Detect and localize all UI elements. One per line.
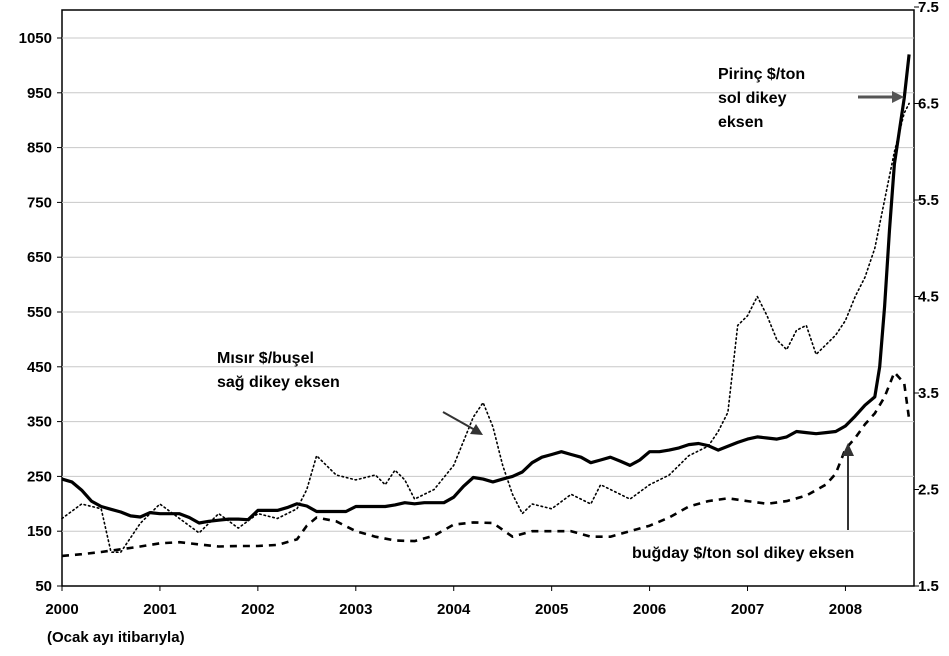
left-tick-label: 650	[27, 249, 52, 266]
x-tick-label: 2003	[339, 601, 372, 618]
right-tick-label: 4.5	[918, 289, 939, 306]
corn-label-line-1: Mısır $/buşel	[217, 350, 314, 367]
x-tick-label: 2004	[437, 601, 471, 618]
x-tick-label: 2002	[241, 601, 274, 618]
left-tick-label: 350	[27, 414, 52, 431]
x-axis-note: (Ocak ayı itibarıyla)	[47, 629, 185, 646]
wheat-arrow	[842, 443, 854, 530]
left-tick-label: 850	[27, 140, 52, 157]
wheat-label-background	[628, 538, 910, 568]
rice-label-line-2: sol dikey	[718, 90, 787, 107]
left-y-axis-ticks: 50 150 250 350 450 550 650 750 850 950 1050	[19, 30, 62, 595]
x-tick-label: 2007	[731, 601, 764, 618]
wheat-label: buğday $/ton sol dikey eksen	[632, 545, 854, 562]
left-tick-label: 750	[27, 194, 52, 211]
left-tick-label: 50	[35, 578, 52, 595]
wheat-series-line	[61, 370, 911, 558]
right-tick-label: 5.5	[918, 192, 939, 209]
x-axis-ticks: 2000 2001 2002 2003 2004 2005 2006 2007 2008	[45, 586, 862, 618]
gridlines	[62, 37, 914, 532]
rice-arrow	[858, 91, 904, 103]
left-tick-label: 150	[27, 523, 52, 540]
right-tick-label: 2.5	[918, 482, 939, 499]
plot-area	[61, 9, 915, 587]
right-tick-label: 3.5	[918, 385, 939, 402]
corn-label-line-2: sağ dikey eksen	[217, 374, 340, 391]
right-tick-label: 7.5	[918, 0, 939, 16]
wheat-annotation: buğday $/ton sol dikey eksen	[628, 443, 910, 568]
rice-annotation: Pirinç $/ton sol dikey eksen	[718, 66, 904, 131]
right-tick-label: 1.5	[918, 578, 939, 595]
x-tick-label: 2008	[829, 601, 862, 618]
left-tick-label: 250	[27, 468, 52, 485]
corn-arrow	[442, 411, 483, 435]
corn-annotation: Mısır $/buşel sağ dikey eksen	[217, 350, 483, 435]
left-tick-label: 550	[27, 304, 52, 321]
x-tick-label: 2005	[535, 601, 568, 618]
plot-border	[61, 9, 915, 587]
left-tick-label: 1050	[19, 30, 52, 47]
x-tick-label: 2006	[633, 601, 666, 618]
x-tick-label: 2001	[143, 601, 176, 618]
left-tick-label: 950	[27, 85, 52, 102]
left-tick-label: 450	[27, 359, 52, 376]
x-tick-label: 2000	[45, 601, 78, 618]
right-y-axis-ticks: 1.5 2.5 3.5 4.5 5.5 6.5 7.5	[914, 0, 939, 595]
rice-label-line-1: Pirinç $/ton	[718, 66, 805, 83]
corn-series-line	[61, 102, 910, 554]
rice-label-line-3: eksen	[718, 114, 763, 131]
rice-series-line	[61, 54, 911, 525]
series-lines	[61, 54, 911, 558]
right-tick-label: 6.5	[918, 96, 939, 113]
